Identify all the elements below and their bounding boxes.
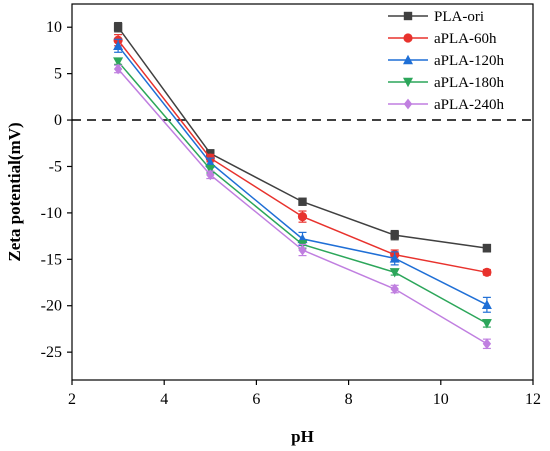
plot-content: [72, 21, 533, 350]
data-point: [482, 338, 492, 350]
legend-label: aPLA-180h: [434, 75, 504, 91]
plot-frame: [71, 3, 534, 381]
data-point: [481, 299, 492, 309]
x-tick-label: 10: [433, 391, 449, 408]
axis-tick-labels: 2 4 6 8 10 12 10 5 0 -5 -10 -15 -20 -25: [41, 19, 541, 408]
y-tick-label: 0: [54, 112, 62, 129]
series-apla-240h: [113, 63, 492, 350]
legend-label: aPLA-120h: [434, 53, 504, 69]
data-point: [298, 244, 307, 256]
legend-swatch-marker: [403, 33, 413, 43]
data-point: [297, 212, 308, 222]
data-point: [205, 157, 216, 167]
legend-label: PLA-ori: [434, 9, 484, 25]
legend-swatch-marker: [403, 77, 413, 88]
y-tick-label: 5: [54, 66, 62, 83]
y-tick-label: -10: [41, 205, 62, 222]
data-point: [113, 23, 123, 32]
data-point: [206, 149, 215, 158]
series-pla-ori: [113, 21, 492, 253]
data-point: [481, 319, 492, 329]
y-tick-label: -15: [41, 251, 62, 268]
legend-entry: PLA-ori: [388, 9, 484, 25]
y-tick-label: 10: [46, 19, 62, 36]
x-tick-label: 6: [252, 391, 260, 408]
x-axis-label: pH: [291, 427, 314, 446]
x-tick-label: 12: [525, 391, 541, 408]
data-point: [206, 169, 215, 181]
y-axis-label: Zeta potential(mV): [5, 122, 24, 261]
y-tick-label: -25: [41, 344, 62, 361]
data-point: [390, 230, 399, 240]
data-point: [113, 40, 124, 50]
legend-label: aPLA-60h: [434, 31, 497, 47]
series-line: [117, 45, 488, 306]
legend-entry: aPLA-180h: [388, 75, 504, 91]
axis-ticks: [67, 26, 534, 385]
x-tick-label: 8: [345, 391, 353, 408]
legend-swatch-marker: [403, 98, 413, 110]
data-point: [113, 57, 124, 67]
legend-swatch-marker: [403, 11, 413, 21]
data-point: [482, 267, 492, 277]
x-tick-label: 2: [68, 391, 76, 408]
data-point: [113, 63, 123, 75]
y-tick-label: -5: [49, 158, 62, 175]
legend-entry: aPLA-240h: [388, 97, 504, 113]
x-tick-label: 4: [160, 391, 168, 408]
legend-entry: aPLA-60h: [388, 31, 497, 47]
legend: PLA-ori aPLA-60h aPLA-120h aPLA-180h aPLA-24…: [388, 9, 504, 113]
data-point: [390, 283, 399, 295]
legend-label: aPLA-240h: [434, 97, 504, 113]
y-tick-label: -20: [41, 298, 62, 315]
data-point: [298, 197, 307, 206]
data-point: [482, 243, 492, 253]
legend-swatch-marker: [403, 54, 413, 65]
series-line: [117, 61, 488, 325]
data-point: [389, 253, 400, 263]
data-point: [389, 268, 400, 278]
legend-entry: aPLA-120h: [388, 53, 504, 69]
